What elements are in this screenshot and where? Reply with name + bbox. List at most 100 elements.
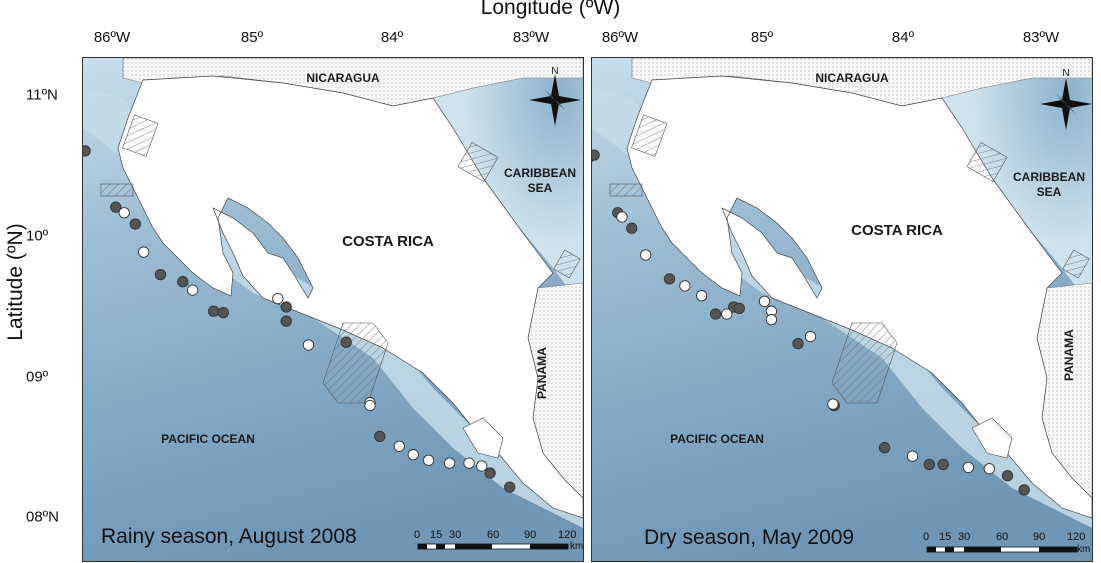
map-panel-rainy: NICARAGUA COSTA RICA CARIBBEAN SEA PANAM… xyxy=(82,57,584,562)
label-costa-rica: COSTA RICA xyxy=(851,222,943,239)
hatched-zone xyxy=(100,183,134,197)
scale-unit: km xyxy=(570,541,584,552)
station-open-marker xyxy=(695,290,708,302)
hatched-zone xyxy=(122,114,159,157)
station-open-marker xyxy=(983,463,995,475)
label-panama: PANAMA xyxy=(535,347,549,399)
scale-bar xyxy=(417,543,569,550)
station-open-marker xyxy=(443,457,456,469)
label-caribbean-sea: CARIBBEAN SEA xyxy=(1013,170,1085,199)
station-open-marker xyxy=(302,339,315,351)
station-open-marker xyxy=(476,460,488,472)
station-open-marker xyxy=(118,207,130,219)
station-filled-marker xyxy=(83,145,91,157)
station-filled-marker xyxy=(280,315,292,327)
hatched-zone xyxy=(1062,249,1090,279)
label-pacific-ocean: PACIFIC OCEAN xyxy=(161,432,255,446)
station-markers xyxy=(592,149,1030,496)
station-filled-marker xyxy=(129,218,141,230)
station-filled-marker xyxy=(878,442,891,454)
scale-unit: km xyxy=(1077,544,1091,555)
station-filled-marker xyxy=(504,481,516,493)
map-canvas xyxy=(592,58,1092,561)
hatched-zone xyxy=(966,141,1008,183)
station-open-marker xyxy=(272,292,284,305)
hatched-zone xyxy=(631,114,668,157)
station-filled-marker xyxy=(792,337,804,350)
costa-rica-land xyxy=(626,75,1092,519)
station-open-marker xyxy=(407,449,419,461)
station-open-marker xyxy=(679,280,691,292)
north-label: N xyxy=(551,66,559,77)
scale-tick: 60 xyxy=(487,529,500,541)
y-tick-label: 11ºN xyxy=(26,86,58,104)
station-filled-marker xyxy=(663,273,676,285)
station-filled-marker xyxy=(484,467,496,479)
label-pacific-ocean: PACIFIC OCEAN xyxy=(670,432,764,446)
scale-tick: 15 xyxy=(939,531,952,543)
station-filled-marker xyxy=(626,222,638,234)
station-filled-marker xyxy=(937,458,949,471)
station-filled-marker xyxy=(154,268,167,281)
scale-tick: 30 xyxy=(449,529,462,541)
y-tick-label: 08ºN xyxy=(26,508,59,526)
station-open-marker xyxy=(721,308,733,320)
scale-tick: 60 xyxy=(996,531,1009,543)
label-panama: PANAMA xyxy=(1062,329,1076,381)
scale-tick: 0 xyxy=(414,529,421,541)
north-arrow-icon xyxy=(1040,78,1092,130)
station-open-marker xyxy=(765,314,778,326)
hatched-zone xyxy=(831,322,898,404)
x-tick-label: 84º xyxy=(891,29,915,46)
station-open-marker xyxy=(640,249,652,261)
station-open-marker xyxy=(364,399,376,412)
x-tick-label: 85º xyxy=(750,29,774,46)
panel-caption: Rainy season, August 2008 xyxy=(101,525,357,548)
costa-rica-land xyxy=(117,75,583,519)
station-open-marker xyxy=(758,295,771,308)
north-label: N xyxy=(1062,68,1070,79)
station-filled-marker xyxy=(592,149,600,161)
label-nicaragua: NICARAGUA xyxy=(306,71,380,85)
caribbean-sea xyxy=(423,58,583,308)
station-filled-marker xyxy=(280,301,292,313)
panel-caption: Dry season, May 2009 xyxy=(644,526,855,549)
scale-tick: 30 xyxy=(958,531,971,543)
scale-tick: 120 xyxy=(558,529,577,541)
station-filled-marker xyxy=(1001,470,1014,482)
label-costa-rica: COSTA RICA xyxy=(342,233,434,250)
y-tick-label: 10º xyxy=(26,227,49,245)
caribbean-sea xyxy=(932,58,1092,308)
y-axis-title: Latitude (ºN) xyxy=(4,223,27,341)
station-filled-marker xyxy=(217,306,229,319)
hatched-zone xyxy=(609,183,643,197)
station-open-marker xyxy=(616,211,628,223)
station-filled-marker xyxy=(207,305,220,317)
scale-bar xyxy=(926,546,1078,553)
label-caribbean-sea: CARIBBEAN SEA xyxy=(504,166,576,195)
station-filled-marker xyxy=(709,308,722,320)
station-filled-marker xyxy=(340,336,352,348)
hatched-zone xyxy=(457,141,499,183)
station-filled-marker xyxy=(374,430,386,443)
station-open-marker xyxy=(804,330,817,343)
station-open-marker xyxy=(906,450,919,462)
station-open-marker xyxy=(463,457,475,469)
scale-tick: 90 xyxy=(524,529,537,541)
x-tick-label: 86ºW xyxy=(93,29,131,46)
x-tick-label: 84º xyxy=(380,29,404,46)
hatched-zone xyxy=(553,249,581,279)
station-filled-marker xyxy=(110,201,122,213)
scale-tick: 15 xyxy=(430,529,443,541)
x-tick-label: 85º xyxy=(240,29,264,46)
map-panel-dry: NICARAGUA COSTA RICA CARIBBEAN SEA PANAM… xyxy=(591,57,1093,562)
label-nicaragua: NICARAGUA xyxy=(815,71,889,85)
station-markers xyxy=(83,145,516,493)
station-filled-marker xyxy=(177,276,189,288)
station-open-marker xyxy=(186,284,199,296)
north-arrow-icon xyxy=(529,74,581,126)
station-filled-marker xyxy=(923,458,935,471)
scale-tick: 90 xyxy=(1033,531,1046,543)
station-open-marker xyxy=(962,461,975,474)
x-tick-label: 83ºW xyxy=(1022,29,1060,46)
